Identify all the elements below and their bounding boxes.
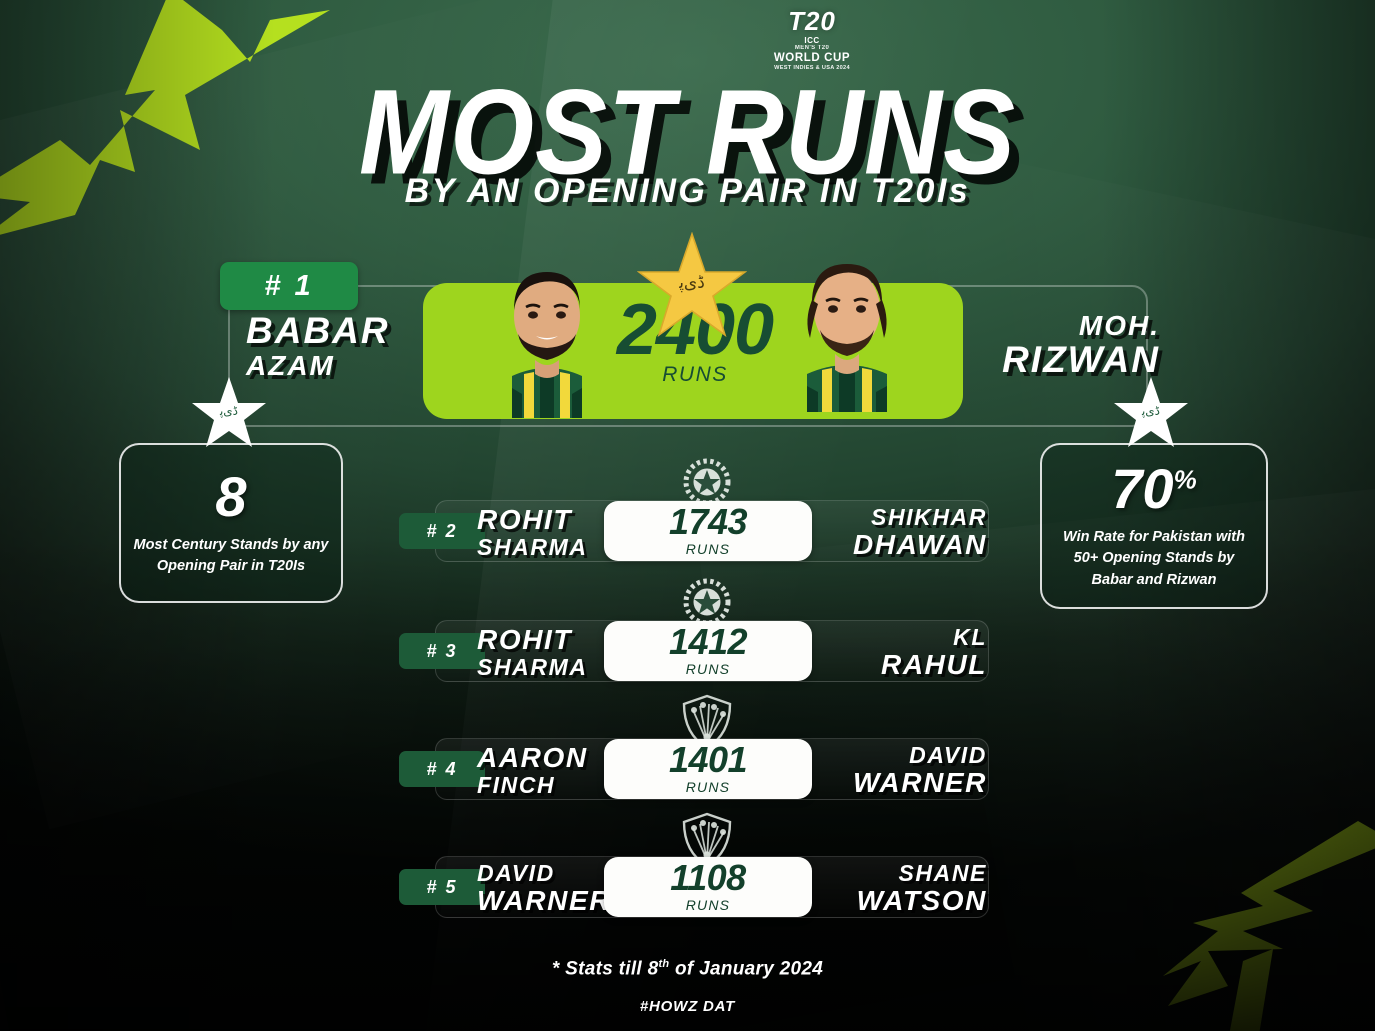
hero-left-first-name: BABAR — [246, 310, 390, 351]
hero-right-last-name: RIZWAN — [1002, 339, 1160, 381]
hashtag: #HOWZ DAT — [639, 998, 736, 1015]
rank-row-4-right-first: DAVID — [909, 742, 987, 768]
rank-row-3[interactable]: # 3 ROHIT SHARMA 1412 RUNS KL RAHUL — [399, 578, 989, 682]
rank-row-5-right-last: WATSON — [856, 884, 987, 916]
rank-row-5-right-player: SHANE WATSON — [792, 861, 987, 916]
stat-right-value: 70 — [1111, 457, 1174, 521]
page-title: MOST RUNS — [359, 63, 1016, 200]
pakistan-star-left-icon: ڈیﭘ — [190, 375, 268, 454]
rank-row-5-runs-value: 1108 — [670, 857, 746, 899]
stat-right-value-wrap: 70% — [1111, 461, 1196, 517]
rank-row-3-badge: # 3 — [399, 633, 485, 669]
rank-row-5-score-pill: 1108 RUNS — [604, 857, 812, 917]
pakistan-star-right-icon: ڈیﭘ — [1112, 375, 1190, 454]
rank-row-3-score-pill: 1412 RUNS — [604, 621, 812, 681]
rank-row-4-right-player: DAVID WARNER — [792, 743, 987, 798]
rank-row-2-right-first: SHIKHAR — [871, 504, 987, 530]
hero-right-player-name: MOH. RIZWAN — [930, 310, 1160, 380]
hero-left-last-name: AZAM — [246, 350, 335, 382]
hero-left-player-name: BABAR AZAM — [246, 310, 446, 382]
rank-row-2-runs-value: 1743 — [668, 501, 748, 543]
stats-note-post: of January 2024 — [669, 958, 824, 980]
rank-row-2-runs-label: RUNS — [685, 540, 731, 557]
rank-row-5[interactable]: # 5 DAVID WARNER 1108 RUNS SHANE WATSON — [399, 812, 989, 918]
rank-row-2-badge: # 2 — [399, 513, 485, 549]
player-portrait-moh-rizwan — [752, 242, 942, 412]
stat-left-value: 8 — [215, 464, 247, 528]
page-subtitle: BY AN OPENING PAIR IN T20Is — [404, 172, 971, 210]
rank-row-2-right-player: SHIKHAR DHAWAN — [792, 505, 987, 560]
stat-card-century-stands: 8 Most Century Stands by any Opening Pai… — [119, 443, 343, 603]
logo-mens-text: MEN'S T20 — [794, 45, 830, 51]
rank-row-5-right-first: SHANE — [898, 860, 987, 886]
stat-right-description: Win Rate for Pakistan with 50+ Opening S… — [1063, 529, 1245, 588]
rank-row-3-right-last: RAHUL — [881, 648, 987, 680]
stat-left-description: Most Century Stands by any Opening Pair … — [133, 536, 329, 574]
rank-row-3-right-first: KL — [953, 624, 987, 650]
rank-row-3-runs-value: 1412 — [668, 621, 748, 663]
hero-runs-label: RUNS — [662, 363, 728, 387]
icc-t20-world-cup-logo: T20 ICC MEN'S T20 WORLD CUP WEST INDIES … — [752, 8, 872, 92]
rank-row-3-right-player: KL RAHUL — [792, 625, 987, 680]
hero-right-first-name: MOH. — [1078, 310, 1160, 341]
rank-row-4-runs-label: RUNS — [685, 778, 731, 795]
rank-row-5-badge: # 5 — [399, 869, 485, 905]
rank-row-4[interactable]: # 4 AARON FINCH 1401 RUNS DAVID WARNER — [399, 694, 989, 800]
hero-rank-badge: # 1 — [220, 262, 358, 310]
stats-note: * Stats till 8th of January 2024 — [0, 958, 1375, 980]
rank-row-2-score-pill: 1743 RUNS — [604, 501, 812, 561]
stat-card-win-rate: 70% Win Rate for Pakistan with 50+ Openi… — [1040, 443, 1268, 609]
rank-row-4-right-last: WARNER — [852, 766, 987, 798]
svg-text:ڈیﭘ: ڈیﭘ — [1141, 404, 1160, 418]
rank-row-2[interactable]: # 2 ROHIT SHARMA 1743 RUNS SHIKHAR DHAWA… — [399, 458, 989, 562]
rank-row-3-runs-label: RUNS — [685, 660, 731, 677]
rank-row-4-runs-value: 1401 — [668, 739, 748, 781]
rank-row-2-right-last: DHAWAN — [852, 528, 987, 560]
stats-note-pre: * Stats till 8 — [551, 958, 659, 980]
rank-row-5-runs-label: RUNS — [685, 896, 731, 913]
logo-icc-text: ICC — [804, 36, 820, 45]
svg-text:ڈیﭘ: ڈیﭘ — [678, 273, 705, 293]
logo-t20-text: T20 — [788, 6, 836, 36]
logo-host-text: WEST INDIES & USA 2024 — [774, 65, 850, 71]
stat-right-unit: % — [1173, 464, 1197, 495]
player-portrait-babar-azam — [452, 248, 642, 418]
svg-text:ڈیﭘ: ڈیﭘ — [219, 404, 238, 418]
stats-note-superscript: th — [658, 958, 670, 970]
rank-row-4-score-pill: 1401 RUNS — [604, 739, 812, 799]
logo-worldcup-text: WORLD CUP — [773, 52, 851, 64]
rank-row-4-badge: # 4 — [399, 751, 485, 787]
pakistan-star-gold-icon: ڈیﭘ — [636, 231, 748, 342]
